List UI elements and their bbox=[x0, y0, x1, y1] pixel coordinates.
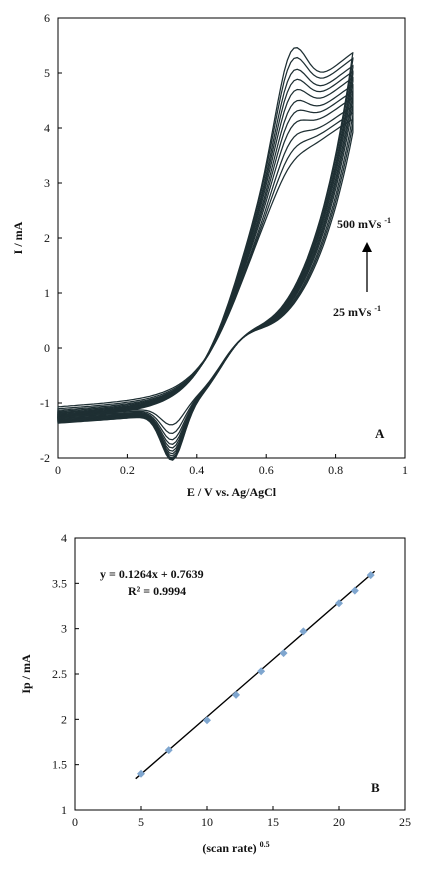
cv-y-tick-label: 3 bbox=[44, 176, 50, 190]
cv-curve bbox=[57, 111, 354, 435]
cv-y-ticks: -2 -1 0 1 2 3 4 5 6 bbox=[40, 11, 62, 465]
data-point bbox=[164, 746, 173, 755]
annotation-500-mvs: 500 mVs -1 bbox=[337, 216, 391, 231]
ip-x-axis-title-sup: 0.5 bbox=[260, 840, 270, 849]
cv-x-ticks: 0 0.2 0.4 0.6 0.8 1 bbox=[55, 454, 408, 477]
cv-curve bbox=[57, 47, 354, 461]
data-point bbox=[279, 649, 288, 658]
fit-line bbox=[135, 570, 376, 780]
ip-x-tick-label: 15 bbox=[267, 815, 279, 829]
data-point bbox=[232, 690, 241, 699]
scan-rate-arrow bbox=[362, 242, 372, 292]
data-point bbox=[335, 599, 343, 608]
ip-x-ticks: 0 5 10 15 20 25 bbox=[72, 806, 411, 829]
ip-y-tick-label: 2 bbox=[61, 712, 67, 726]
annotation-25-mvs-text: 25 mVs bbox=[333, 305, 372, 319]
ip-x-tick-label: 20 bbox=[333, 815, 345, 829]
cv-y-tick-label: -1 bbox=[40, 396, 50, 410]
cv-x-tick-label: 0 bbox=[55, 463, 61, 477]
cv-curve bbox=[57, 117, 354, 426]
cv-curve bbox=[57, 96, 354, 445]
fit-r-squared: R² = 0.9994 bbox=[128, 584, 186, 598]
cv-x-axis-title: E / V vs. Ag/AgCl bbox=[187, 485, 277, 499]
ip-y-tick-label: 4 bbox=[61, 531, 67, 545]
cv-y-axis-title: I / mA bbox=[11, 221, 25, 254]
ip-y-axis-title: Ip / mA bbox=[19, 654, 33, 694]
ip-y-tick-label: 3 bbox=[61, 622, 67, 636]
annotation-25-mvs-sup: -1 bbox=[374, 304, 381, 313]
data-point bbox=[366, 571, 375, 580]
ip-y-tick-label: 1 bbox=[61, 803, 67, 817]
ip-y-tick-label: 1.5 bbox=[52, 758, 67, 772]
cv-curves bbox=[57, 47, 354, 461]
cv-y-tick-label: 1 bbox=[44, 286, 50, 300]
ip-x-tick-label: 25 bbox=[399, 815, 411, 829]
ip-y-tick-label: 3.5 bbox=[52, 576, 67, 590]
cv-y-tick-label: -2 bbox=[40, 451, 50, 465]
panel-label-b: B bbox=[371, 780, 380, 795]
annotation-500-mvs-sup: -1 bbox=[384, 216, 391, 225]
cv-y-tick-label: 6 bbox=[44, 11, 50, 25]
data-point bbox=[299, 627, 308, 636]
cv-y-tick-label: 4 bbox=[44, 121, 50, 135]
panel-label-a: A bbox=[375, 426, 385, 441]
cv-x-tick-label: 0.8 bbox=[328, 463, 343, 477]
fit-equation: y = 0.1264x + 0.7639 bbox=[100, 567, 204, 581]
fit-line-group bbox=[135, 570, 376, 780]
cv-curve bbox=[57, 105, 354, 441]
ip-x-tick-label: 10 bbox=[201, 815, 213, 829]
annotation-25-mvs: 25 mVs -1 bbox=[333, 304, 381, 319]
cv-y-tick-label: 0 bbox=[44, 341, 50, 355]
data-point bbox=[137, 769, 145, 778]
data-point bbox=[203, 716, 211, 725]
data-point bbox=[350, 586, 359, 595]
cv-y-tick-label: 2 bbox=[44, 231, 50, 245]
cv-curve bbox=[57, 90, 354, 449]
cv-x-tick-label: 0.2 bbox=[120, 463, 135, 477]
data-points bbox=[137, 571, 375, 778]
ip-x-tick-label: 0 bbox=[72, 815, 78, 829]
ip-x-tick-label: 5 bbox=[138, 815, 144, 829]
ip-vs-scan-rate-chart: 0 5 10 15 20 25 1 1.5 2 2.5 3 3.5 4 y = 0.1264x + 0… bbox=[19, 531, 411, 855]
annotation-500-mvs-text: 500 mVs bbox=[337, 217, 382, 231]
scan-rate-arrow-head bbox=[362, 242, 372, 252]
cv-y-tick-label: 5 bbox=[44, 66, 50, 80]
ip-x-axis-title-text: (scan rate) bbox=[202, 841, 256, 855]
data-point bbox=[257, 667, 266, 676]
cv-x-tick-label: 0.6 bbox=[259, 463, 274, 477]
ip-y-ticks: 1 1.5 2 2.5 3 3.5 4 bbox=[52, 531, 79, 817]
ip-x-axis-title: (scan rate) 0.5 bbox=[202, 840, 269, 855]
cv-x-tick-label: 1 bbox=[402, 463, 408, 477]
ip-y-tick-label: 2.5 bbox=[52, 667, 67, 681]
cv-x-tick-label: 0.4 bbox=[189, 463, 204, 477]
cv-chart: 0 0.2 0.4 0.6 0.8 1 -2 -1 0 1 2 3 4 5 6 I / mA E / V … bbox=[11, 11, 408, 499]
